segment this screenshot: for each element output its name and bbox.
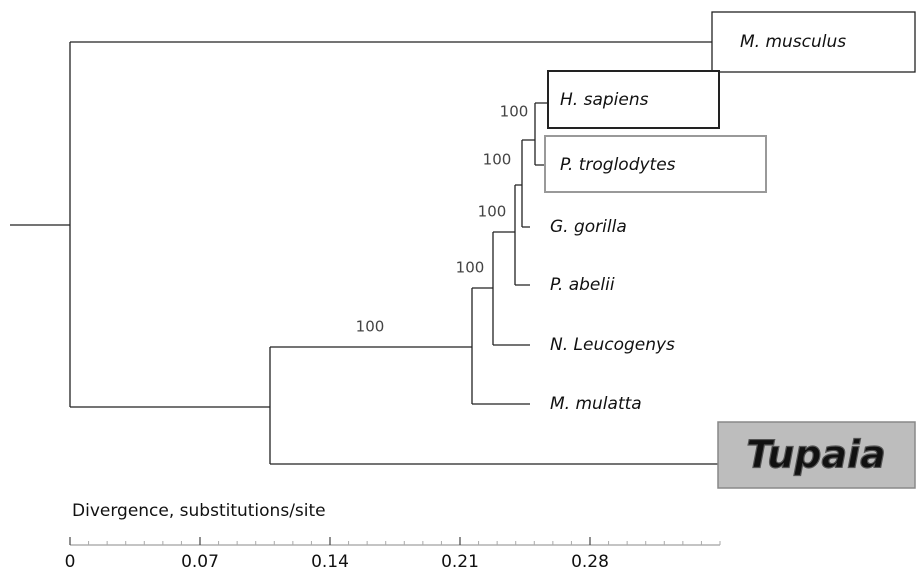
bootstrap-value: 100 [478, 203, 507, 221]
tick-label: 0.28 [571, 552, 609, 571]
taxon-label: Tupaia [746, 433, 886, 477]
bootstrap-value: 100 [483, 151, 512, 169]
taxon-label: H. sapiens [560, 90, 649, 110]
bootstrap-value: 100 [456, 259, 485, 277]
taxon-label: M. mulatta [550, 394, 642, 414]
tick-label: 0 [65, 552, 76, 571]
tick-label: 0.07 [181, 552, 219, 571]
tick-label: 0.14 [311, 552, 349, 571]
branches [10, 41, 718, 465]
scale-axis: 0 0.07 0.14 0.21 0.28 [65, 537, 721, 571]
highlight-box [711, 11, 916, 73]
taxon-label: P. abelii [550, 275, 615, 295]
tick-label: 0.21 [441, 552, 479, 571]
highlight-box [717, 421, 916, 489]
highlight-box [547, 70, 720, 129]
bootstrap-value: 100 [356, 318, 385, 336]
highlight-box [544, 135, 767, 193]
bootstrap-value: 100 [500, 103, 529, 121]
scale-label: Divergence, substitutions/site [72, 501, 326, 521]
taxon-label: M. musculus [740, 32, 846, 52]
taxon-label: G. gorilla [550, 217, 627, 237]
taxon-label: P. troglodytes [560, 155, 676, 175]
tree-branches [10, 41, 718, 465]
taxon-label: N. Leucogenys [550, 335, 675, 355]
